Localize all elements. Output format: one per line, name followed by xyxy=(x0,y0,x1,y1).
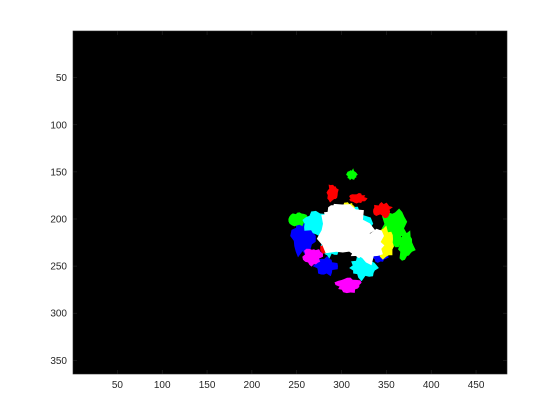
region-blob xyxy=(349,228,385,266)
x-tick-label: 400 xyxy=(423,380,440,391)
y-tick-label: 350 xyxy=(50,356,67,367)
y-tick-label: 250 xyxy=(50,262,67,273)
image-axes xyxy=(73,31,507,374)
x-tick-label: 250 xyxy=(288,380,305,391)
y-tick-label: 300 xyxy=(50,309,67,320)
y-axis-ticks: 50 100 150 200 250 300 350 xyxy=(50,73,507,367)
segmentation-regions xyxy=(288,168,416,294)
region-blob xyxy=(349,193,368,204)
y-tick-label: 150 xyxy=(50,167,67,178)
y-tick-label: 200 xyxy=(50,214,67,225)
x-tick-label: 200 xyxy=(244,380,261,391)
region-blob xyxy=(373,202,393,219)
region-blob xyxy=(398,230,416,261)
region-blob xyxy=(334,277,362,294)
x-tick-label: 100 xyxy=(154,380,171,391)
region-blob xyxy=(346,168,358,181)
x-tick-label: 150 xyxy=(199,380,216,391)
x-tick-label: 450 xyxy=(468,380,485,391)
x-tick-label: 50 xyxy=(112,380,124,391)
x-axis-ticks: 50 100 150 200 250 300 350 400 450 xyxy=(112,31,485,391)
region-blob xyxy=(322,204,344,231)
y-tick-label: 50 xyxy=(56,73,68,84)
region-blob xyxy=(302,248,323,267)
axes-frame xyxy=(72,30,508,375)
x-tick-label: 350 xyxy=(378,380,395,391)
y-tick-label: 100 xyxy=(50,120,67,131)
region-blob xyxy=(326,184,339,203)
x-tick-label: 300 xyxy=(333,380,350,391)
region-blob xyxy=(288,212,308,227)
